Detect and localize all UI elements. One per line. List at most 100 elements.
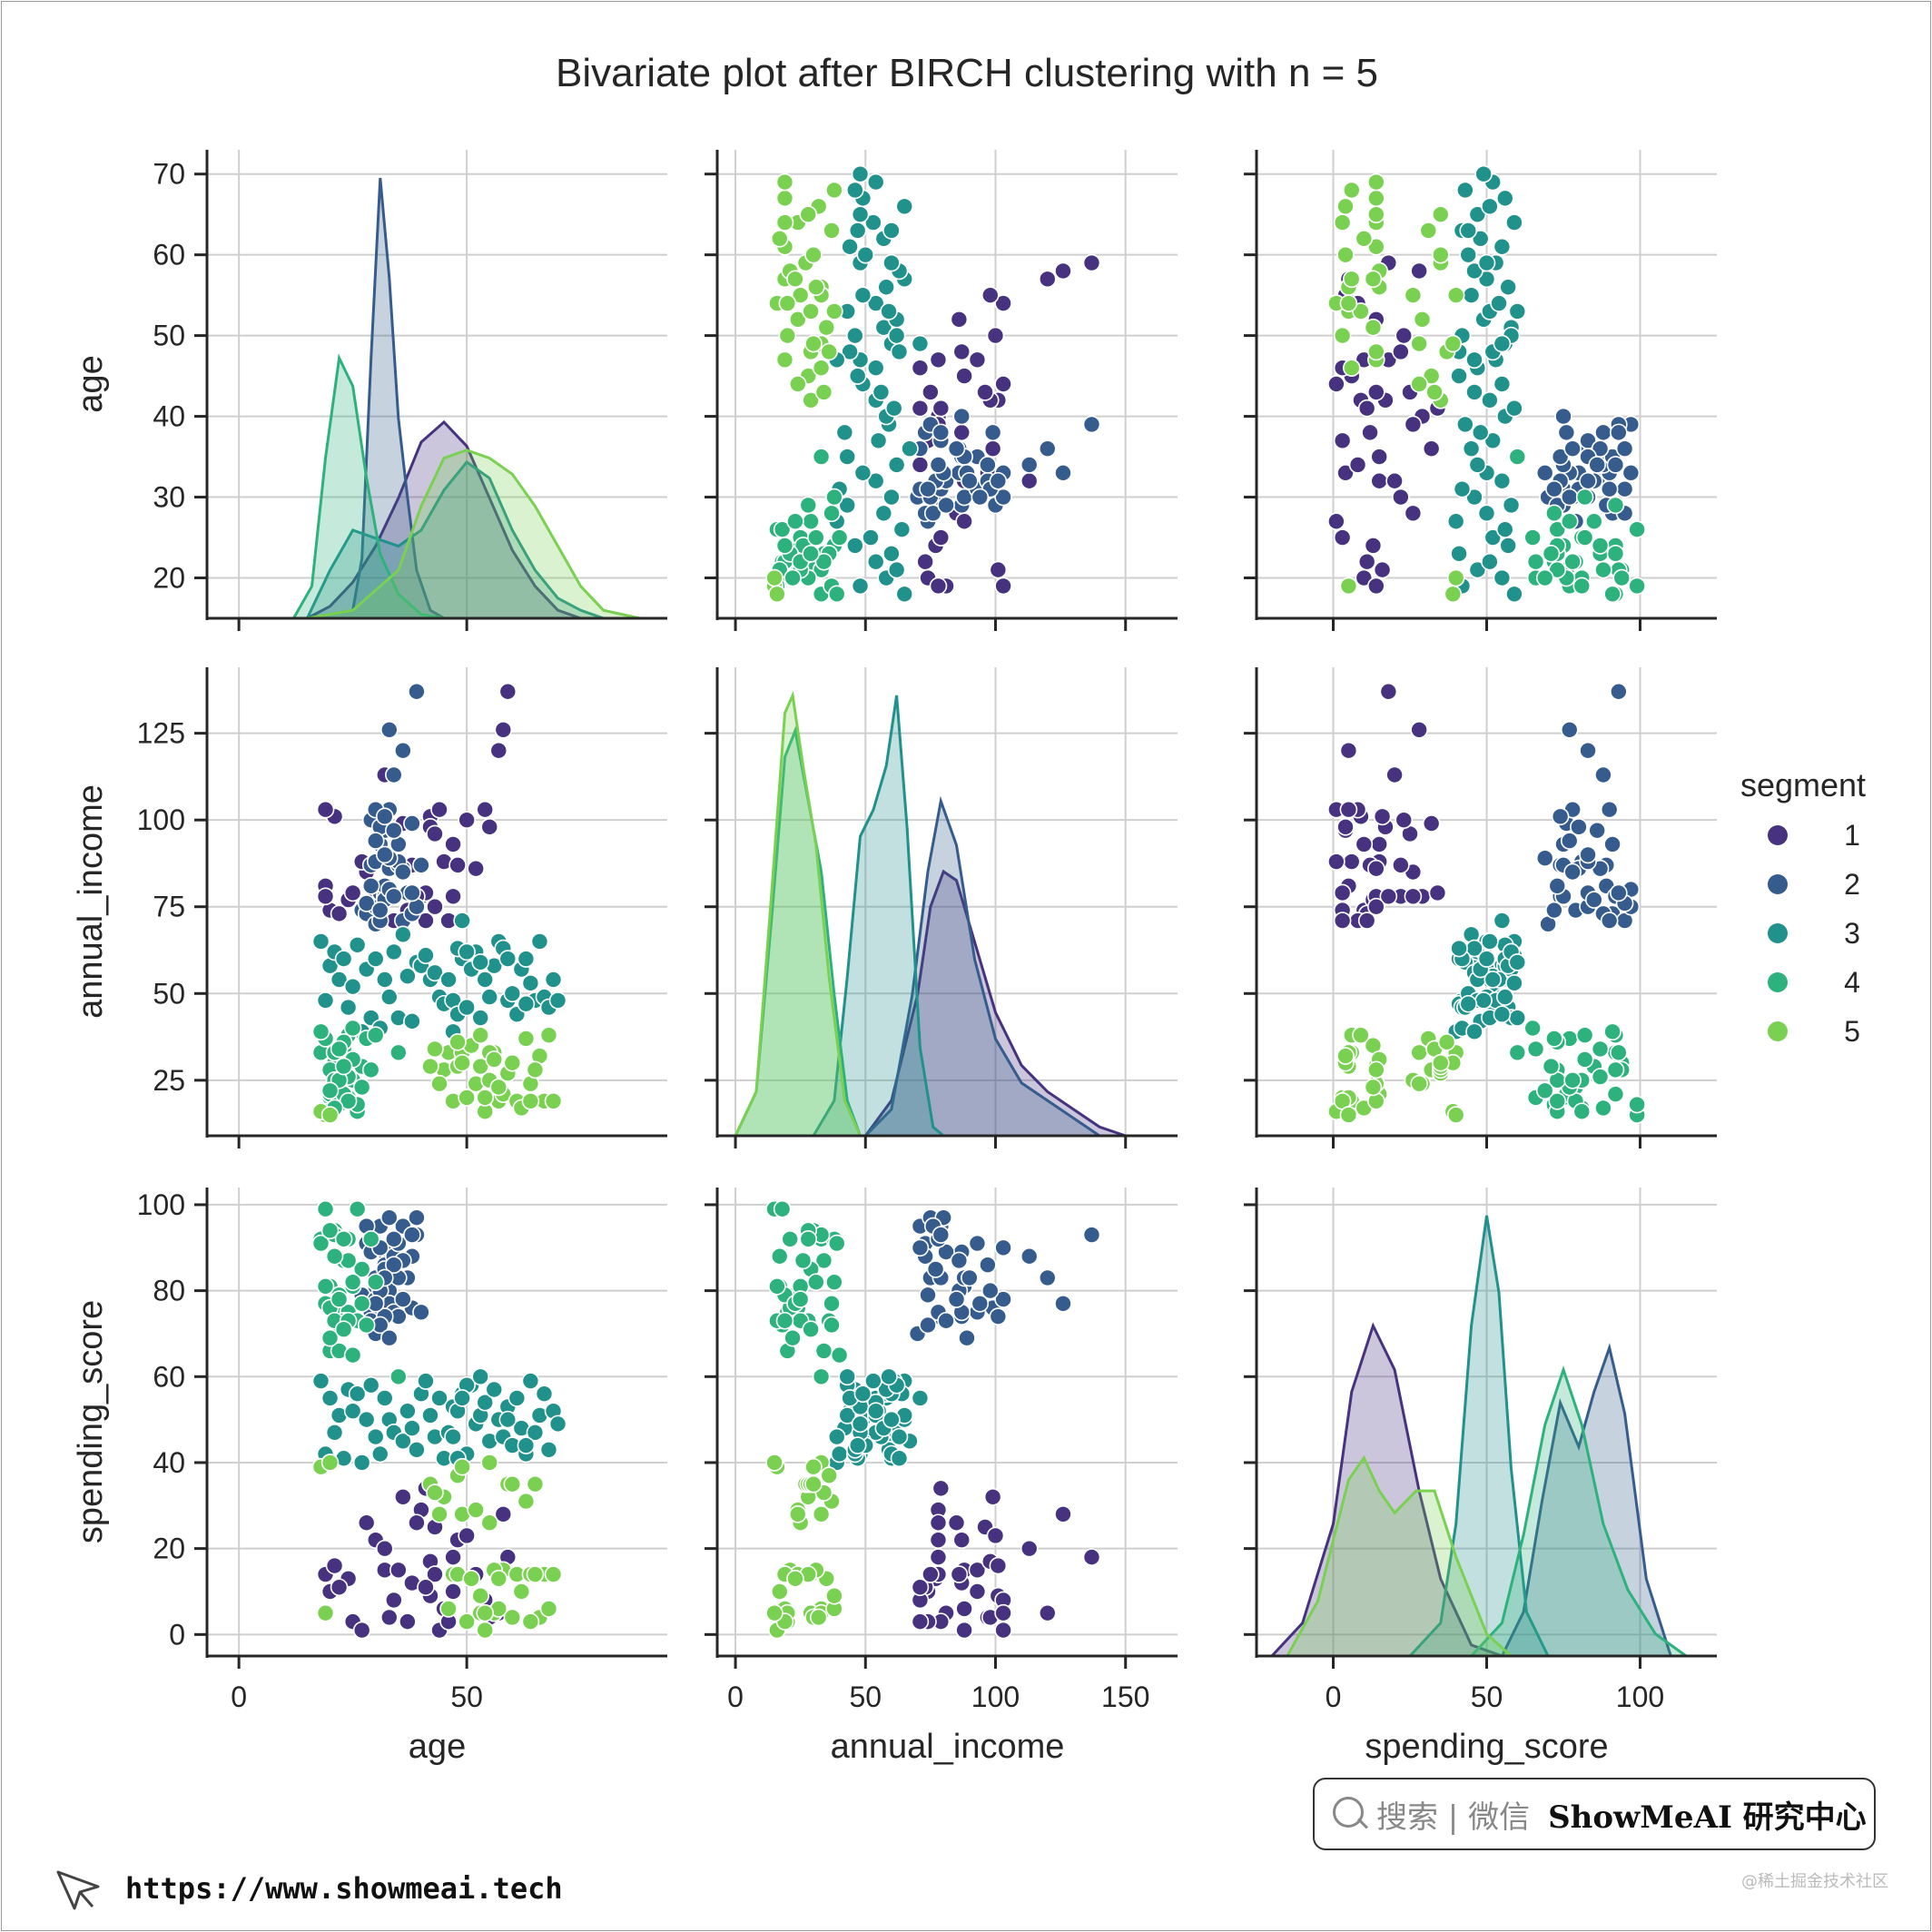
scatter-point-segment-3: [851, 577, 870, 596]
scatter-point-segment-3: [827, 1427, 846, 1446]
kde-line-segment-4: [292, 353, 445, 620]
scatter-point-segment-4: [366, 1026, 385, 1044]
scatter-point-segment-3: [882, 253, 901, 272]
scatter-point-segment-4: [794, 1251, 813, 1270]
scatter-point-segment-3: [846, 537, 864, 555]
scatter-point-segment-2: [1560, 488, 1579, 507]
scatter-point-segment-1: [1054, 1504, 1072, 1523]
scatter-point-segment-3: [853, 286, 872, 304]
scatter-point-segment-5: [458, 1089, 476, 1107]
panel-annual_income-vs-age: 25 50 75 100 125: [137, 667, 667, 1148]
scatter-point-segment-1: [911, 1578, 930, 1597]
scatter-point-segment-3: [838, 1367, 857, 1386]
scatter-point-segment-1: [981, 286, 1000, 304]
scatter-point-segment-3: [869, 431, 888, 450]
scatter-point-segment-3: [1481, 932, 1499, 951]
scatter-point-segment-1: [1327, 512, 1346, 531]
scatter-point-segment-1: [1422, 814, 1441, 833]
scatter-point-segment-3: [851, 205, 870, 223]
scatter-point-segment-2: [1545, 479, 1563, 498]
scatter-point-segment-2: [1554, 407, 1572, 426]
scatter-point-segment-5: [517, 1492, 536, 1511]
kde-fill-segment-2: [865, 801, 1100, 1136]
scatter-point-segment-1: [1392, 342, 1410, 361]
scatter-point-segment-4: [770, 1247, 789, 1266]
scatter-point-segment-2: [968, 1234, 987, 1253]
scatter-point-segment-3: [1493, 568, 1512, 587]
scatter-point-segment-1: [1333, 912, 1352, 930]
scatter-point-segment-3: [1450, 367, 1468, 385]
scatter-point-segment-3: [1505, 974, 1523, 992]
kde-fill-segment-3: [813, 695, 944, 1136]
scatter-point-segment-3: [334, 950, 353, 968]
scatter-point-segment-3: [1484, 528, 1503, 547]
scatter-point-segment-5: [1425, 383, 1444, 401]
scatter-point-segment-4: [1508, 448, 1527, 466]
scatter-point-segment-1: [983, 439, 1002, 458]
scatter-point-segment-4: [1585, 512, 1603, 531]
scatter-point-segment-2: [1557, 423, 1576, 442]
scatter-point-segment-3: [476, 971, 495, 989]
scatter-point-segment-5: [1410, 334, 1428, 353]
scatter-point-segment-2: [366, 832, 385, 850]
scatter-point-segment-4: [1628, 520, 1646, 538]
scatter-point-segment-1: [1395, 811, 1414, 829]
kde-line-segment-2: [864, 795, 1100, 1138]
y-axis-label-annual_income: annual_income: [72, 784, 110, 1019]
scatter-point-segment-3: [458, 942, 476, 961]
scatter-point-segment-1: [989, 560, 1008, 579]
footer-url-row: https://www.showmeai.tech: [53, 1863, 563, 1914]
scatter-point-segment-3: [343, 1402, 362, 1420]
scatter-point-segment-4: [1572, 577, 1592, 596]
scatter-point-segment-1: [389, 1561, 408, 1580]
scatter-point-segment-4: [389, 1043, 408, 1062]
scatter-point-segment-4: [1545, 1030, 1563, 1048]
scatter-point-segment-3: [1484, 971, 1503, 989]
scatter-point-segment-1: [380, 1608, 399, 1627]
y-tick-label: 0: [169, 1618, 185, 1651]
y-tick-label: 50: [153, 977, 185, 1010]
scatter-point-segment-3: [882, 488, 901, 507]
x-tick-label: 50: [450, 1681, 483, 1713]
scatter-point-segment-2: [1082, 1226, 1101, 1244]
scatter-point-segment-3: [890, 342, 909, 361]
scatter-point-segment-4: [1628, 577, 1646, 596]
scatter-point-segment-2: [1570, 818, 1588, 836]
website-link[interactable]: https://www.showmeai.tech: [125, 1871, 563, 1906]
scatter-point-segment-5: [1444, 334, 1463, 353]
scatter-point-segment-3: [1490, 294, 1508, 312]
scatter-point-segment-3: [846, 326, 864, 345]
scatter-point-segment-4: [1523, 1019, 1542, 1038]
scatter-point-segment-5: [421, 1057, 439, 1076]
scatter-point-segment-3: [1477, 504, 1496, 523]
scatter-point-segment-1: [1367, 577, 1385, 596]
scatter-point-segment-2: [994, 1290, 1012, 1308]
scatter-point-segment-5: [775, 350, 794, 370]
search-box[interactable]: 搜索 | 微信 ShowMeAI 研究中心: [1313, 1778, 1876, 1850]
scatter-point-segment-5: [467, 1501, 485, 1519]
scatter-point-segment-3: [1502, 496, 1521, 515]
scatter-point-segment-1: [952, 1531, 971, 1549]
scatter-point-segment-3: [880, 302, 898, 320]
scatter-point-segment-3: [408, 1440, 426, 1459]
scatter-point-segment-1: [1082, 253, 1101, 272]
scatter-point-segment-2: [1535, 464, 1554, 482]
scatter-point-segment-3: [343, 977, 362, 996]
scatter-point-segment-4: [1575, 1026, 1594, 1044]
scatter-point-segment-3: [357, 1410, 376, 1429]
y-tick-label: 60: [153, 239, 185, 271]
scatter-point-segment-1: [1395, 326, 1414, 345]
scatter-point-segment-5: [820, 1466, 838, 1484]
scatter-point-segment-3: [1450, 545, 1468, 563]
scatter-point-segment-2: [403, 883, 421, 902]
scatter-point-segment-4: [823, 504, 841, 523]
scatter-point-segment-4: [316, 1277, 335, 1296]
scatter-point-segment-1: [1373, 560, 1392, 579]
scatter-point-segment-3: [1481, 197, 1499, 216]
scatter-point-segment-5: [521, 1091, 540, 1110]
y-tick-label: 30: [153, 481, 185, 514]
scatter-point-segment-3: [366, 1427, 385, 1446]
scatter-point-segment-2: [1610, 423, 1628, 442]
scatter-point-segment-2: [412, 1303, 430, 1322]
